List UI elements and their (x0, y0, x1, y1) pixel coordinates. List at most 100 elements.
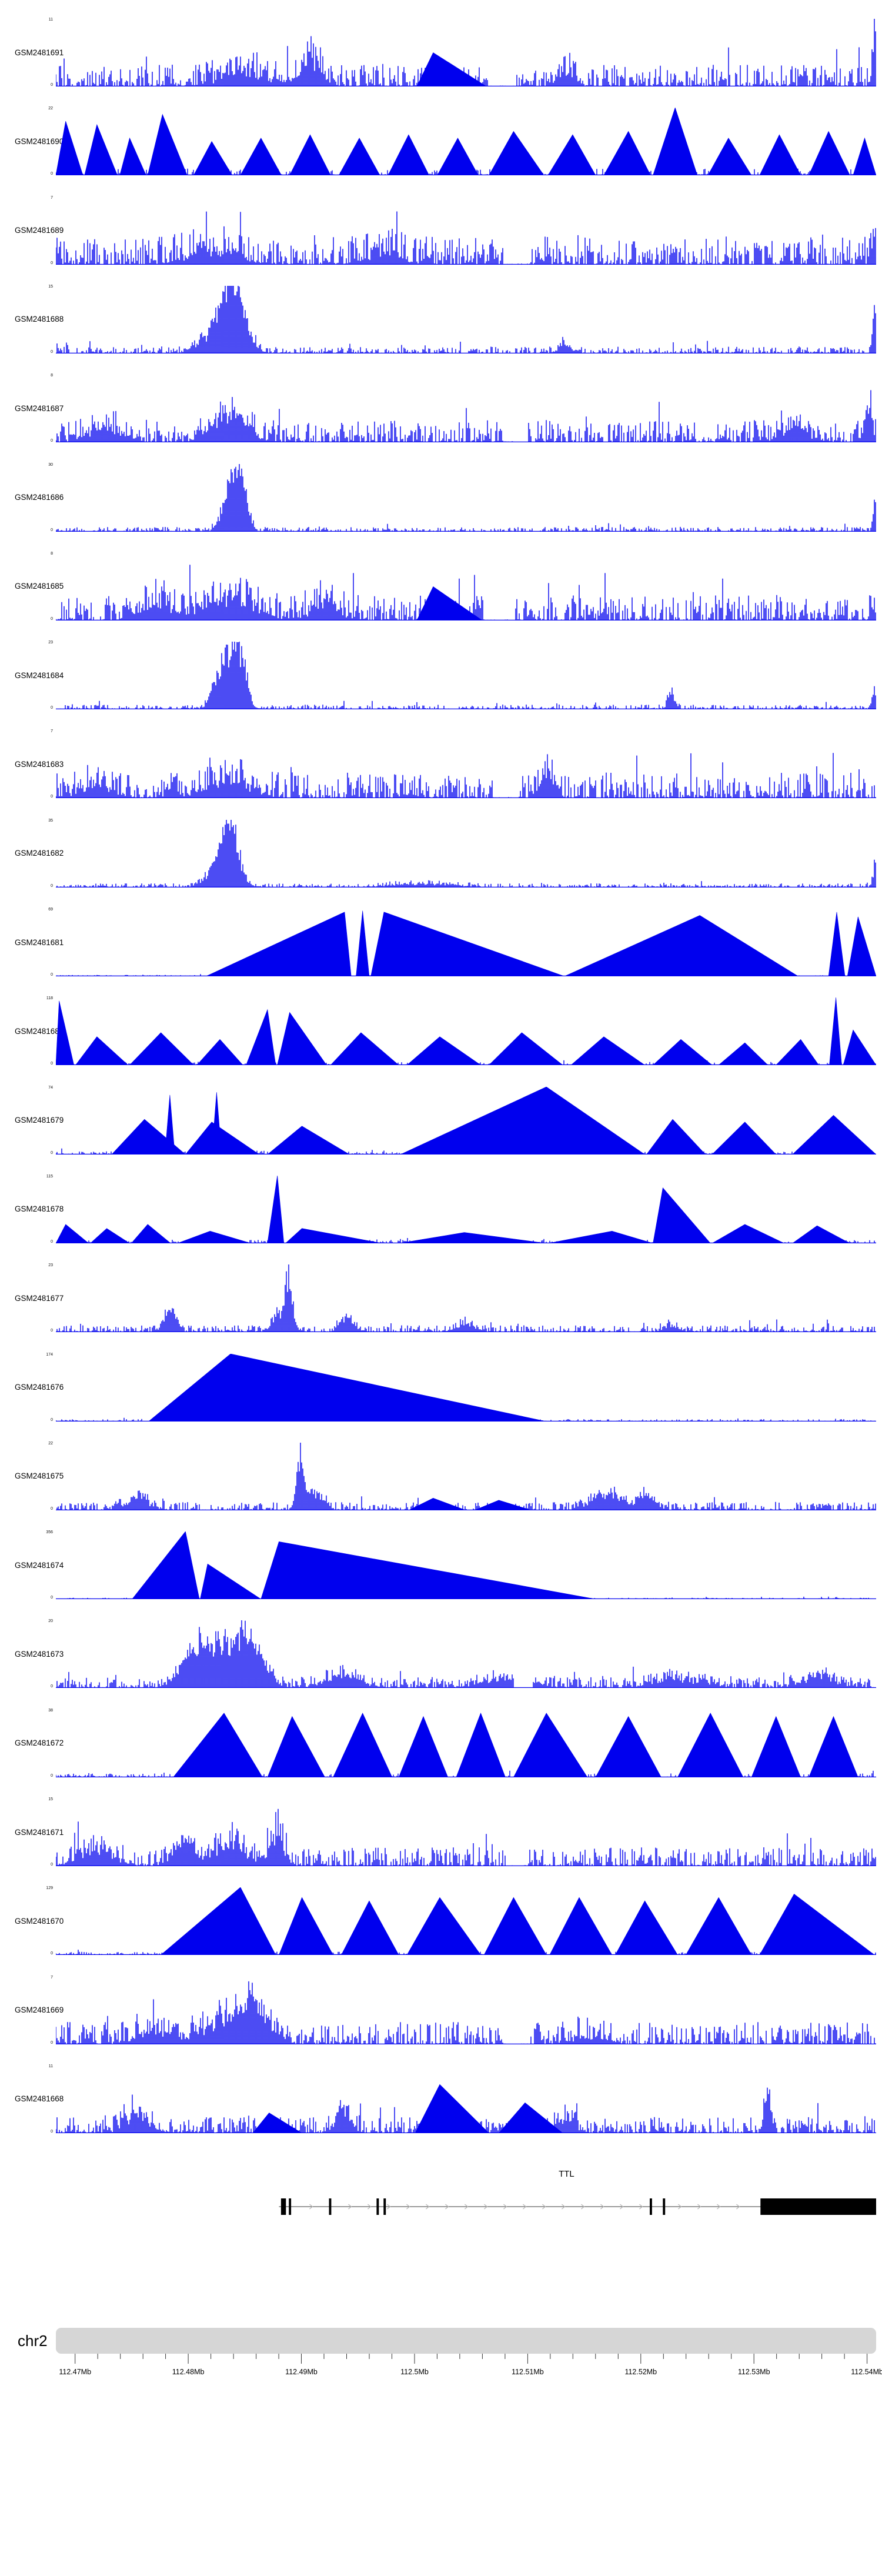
signal-triangles (408, 1497, 532, 1510)
signal-triangles (161, 1887, 875, 1956)
track-ymax-label: 69 (48, 907, 53, 912)
track-ymin-label: 0 (51, 883, 53, 888)
signal-track-row: GSM2481679 74 0 (0, 1086, 882, 1176)
track-label: GSM2481676 (15, 1383, 64, 1392)
track-plot (56, 1808, 876, 1866)
strand-arrow-icon (445, 2204, 449, 2210)
chromosome-ideogram (56, 2328, 876, 2354)
signal-spikes (56, 1264, 876, 1333)
signal-baseline (56, 263, 876, 265)
track-ymin-label: 0 (51, 1329, 53, 1333)
signal-triangles (56, 108, 876, 176)
exon-box (383, 2198, 386, 2215)
track-ymax-label: 22 (48, 106, 53, 111)
track-ymax-label: 20 (48, 1619, 53, 1624)
signal-track-row: GSM2481674 356 0 (0, 1530, 882, 1620)
terminal-exon-box (760, 2198, 876, 2215)
track-plot (56, 997, 876, 1066)
signal-track-row: GSM2481683 7 0 (0, 729, 882, 819)
signal-spikes (56, 1620, 874, 1689)
track-ymax-label: 7 (51, 1975, 53, 1980)
track-ymax-label: 23 (48, 1263, 53, 1268)
signal-triangles (252, 2084, 563, 2133)
track-plot (56, 1531, 876, 1600)
strand-arrow-icon (581, 2204, 585, 2210)
track-label: GSM2481691 (15, 48, 64, 57)
track-plot (56, 753, 876, 799)
track-label: GSM2481677 (15, 1293, 64, 1303)
track-label: GSM2481690 (15, 136, 64, 146)
strand-arrow-icon (465, 2204, 469, 2210)
signal-triangles (56, 997, 876, 1066)
exon-box (650, 2198, 652, 2215)
track-plot (56, 642, 876, 710)
signal-spikes (56, 2087, 875, 2133)
signal-baseline (56, 2043, 876, 2044)
track-ymin-label: 0 (51, 706, 53, 710)
track-ymax-label: 11 (48, 2064, 53, 2068)
track-ymax-label: 15 (48, 284, 53, 289)
signal-spikes (56, 1442, 876, 1510)
signal-track-row: GSM2481684 23 0 (0, 640, 882, 730)
axis-coordinate-label: 112.48Mb (172, 2368, 205, 2376)
axis-coordinate-label: 112.51Mb (512, 2368, 544, 2376)
strand-arrow-icon (697, 2204, 701, 2210)
track-ymax-label: 356 (46, 1530, 53, 1535)
signal-track-row: GSM2481685 8 0 (0, 551, 882, 642)
signal-spikes (56, 1981, 876, 2044)
track-plot (56, 1620, 876, 1689)
signal-track-row: GSM2481673 20 0 (0, 1619, 882, 1709)
track-ymin-label: 0 (51, 1062, 53, 1066)
track-ymin-label: 0 (51, 261, 53, 265)
track-ymax-label: 38 (48, 1708, 53, 1713)
track-ymin-label: 0 (51, 795, 53, 799)
track-ymax-label: 7 (51, 195, 53, 200)
track-label: GSM2481684 (15, 670, 64, 680)
track-ymax-label: 11 (48, 18, 53, 22)
track-label: GSM2481674 (15, 1560, 64, 1570)
track-label: GSM2481686 (15, 493, 64, 502)
signal-baseline (56, 1153, 876, 1154)
axis-coordinate-label: 112.52Mb (624, 2368, 657, 2376)
signal-track-row: GSM2481691 11 0 (0, 18, 882, 108)
track-ymin-label: 0 (51, 349, 53, 354)
strand-arrow-icon (523, 2204, 527, 2210)
strand-arrow-icon (348, 2204, 352, 2210)
track-ymax-label: 30 (48, 462, 53, 467)
track-plot (56, 564, 876, 620)
track-plot (56, 819, 876, 887)
signal-track-row: GSM2481671 15 0 (0, 1797, 882, 1887)
track-plot (56, 1264, 876, 1333)
axis-coordinate-label: 112.53Mb (737, 2368, 770, 2376)
signal-track-row: GSM2481690 22 0 (0, 106, 882, 196)
strand-arrow-icon (406, 2204, 410, 2210)
signal-track-row: GSM2481682 35 0 (0, 819, 882, 909)
strand-arrow-icon (542, 2204, 546, 2210)
track-plot (56, 1442, 876, 1510)
signal-spikes (56, 285, 876, 353)
signal-spikes (56, 642, 876, 710)
track-plot (56, 390, 876, 443)
strand-arrow-icon (620, 2204, 624, 2210)
gene-model (279, 2198, 876, 2215)
track-plot (56, 1353, 876, 1422)
signal-track-row: GSM2481688 15 0 (0, 284, 882, 375)
track-label: GSM2481680 (15, 1026, 64, 1036)
strand-arrow-icon (639, 2204, 643, 2210)
signal-baseline (56, 530, 876, 532)
signal-spikes (56, 753, 876, 799)
axis-ruler (75, 2354, 868, 2364)
axis-coordinate-label: 112.47Mb (59, 2368, 92, 2376)
signal-spikes (56, 819, 876, 887)
track-ymax-label: 15 (48, 1797, 53, 1801)
track-ymax-label: 8 (51, 551, 53, 556)
track-ymax-label: 129 (46, 1886, 53, 1891)
track-plot (56, 1712, 876, 1777)
strand-arrow-icon (387, 2204, 391, 2210)
track-ymin-label: 0 (51, 83, 53, 87)
signal-baseline (56, 1687, 876, 1689)
signal-track-row: GSM2481672 38 0 (0, 1708, 882, 1798)
track-ymax-label: 174 (46, 1352, 53, 1357)
signal-triangles (148, 1353, 547, 1422)
signal-track-row: GSM2481676 174 0 (0, 1352, 882, 1443)
